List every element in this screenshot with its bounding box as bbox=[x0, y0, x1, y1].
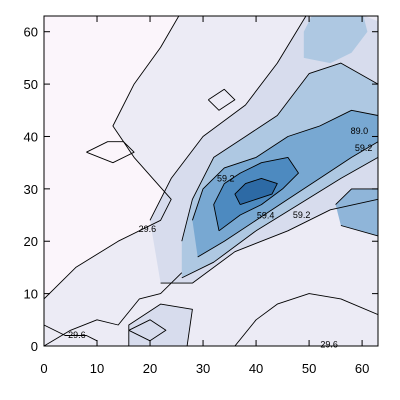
contour-label-3: 29.6 bbox=[139, 224, 157, 234]
contour-line-11 bbox=[335, 188, 378, 205]
contour-line-14 bbox=[44, 324, 98, 342]
y-tick-label: 30 bbox=[24, 182, 38, 197]
contour-line-8 bbox=[213, 156, 299, 232]
contour-label-5: 59.2 bbox=[293, 210, 311, 220]
y-tick-label: 0 bbox=[31, 339, 38, 354]
contour-line-5 bbox=[181, 62, 378, 242]
contour-line-18 bbox=[128, 319, 167, 342]
contour-region-8 bbox=[335, 188, 378, 236]
contour-line-1 bbox=[44, 16, 180, 300]
x-tick-label: 20 bbox=[143, 361, 157, 376]
contour-line-10 bbox=[340, 225, 378, 237]
x-tick-label: 60 bbox=[355, 361, 369, 376]
contour-line-16 bbox=[86, 141, 135, 164]
contour-line-4 bbox=[181, 157, 378, 279]
plot-frame bbox=[43, 15, 379, 347]
contour-line-9 bbox=[234, 177, 278, 206]
contour-line-2 bbox=[160, 198, 378, 284]
contour-line-13 bbox=[44, 272, 183, 346]
contour-label-6: 59.2 bbox=[355, 143, 373, 153]
contour-line-15 bbox=[234, 293, 378, 346]
contour-label-2: 29.6 bbox=[320, 340, 338, 350]
contour-region-4 bbox=[303, 16, 368, 64]
y-tick-label: 60 bbox=[24, 25, 38, 40]
contour-region-7 bbox=[234, 178, 278, 205]
x-tick-label: 30 bbox=[196, 361, 210, 376]
contour-line-7 bbox=[191, 109, 378, 221]
y-tick-label: 50 bbox=[24, 77, 38, 92]
x-tick-label: 10 bbox=[90, 361, 104, 376]
contour-line-17 bbox=[207, 88, 236, 111]
contour-labels: 29.6 29.6 29.6 59.2 59.2 59.2 59.4 89.0 bbox=[68, 126, 372, 350]
contour-line-6 bbox=[197, 141, 378, 258]
y-axis: 0 10 20 30 40 50 60 bbox=[24, 25, 378, 354]
x-tick-label: 50 bbox=[302, 361, 316, 376]
y-tick-label: 10 bbox=[24, 287, 38, 302]
contour-label-7: 59.4 bbox=[257, 211, 275, 221]
contour-label-8: 89.0 bbox=[351, 126, 369, 136]
y-tick-label: 20 bbox=[24, 234, 38, 249]
y-tick-label: 40 bbox=[24, 129, 38, 144]
x-tick-label: 0 bbox=[40, 361, 47, 376]
contour-label-4: 59.2 bbox=[217, 174, 235, 184]
contour-label-1: 29.6 bbox=[68, 330, 86, 340]
contour-line-3 bbox=[149, 16, 307, 221]
contour-line-12 bbox=[128, 303, 193, 346]
contour-lines bbox=[44, 16, 378, 346]
x-axis: 0 10 20 30 40 50 60 bbox=[40, 16, 369, 376]
x-tick-label: 40 bbox=[249, 361, 263, 376]
